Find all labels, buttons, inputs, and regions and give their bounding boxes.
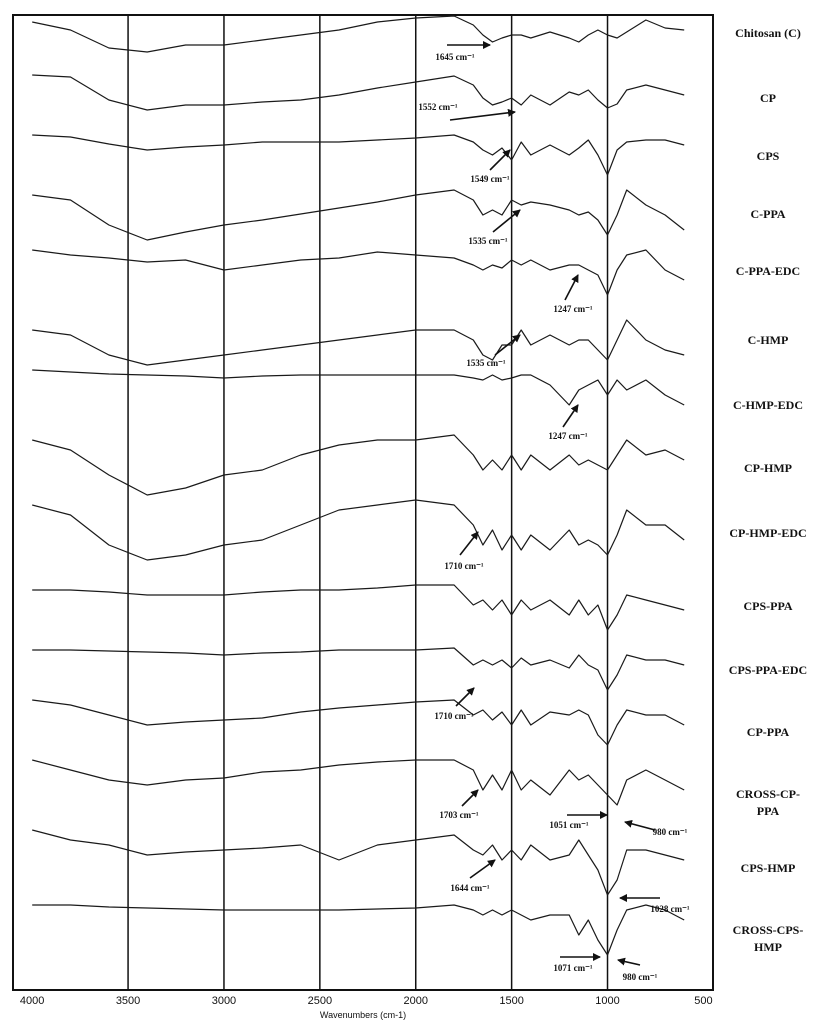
annotation: 1535 cm⁻¹	[466, 358, 505, 368]
legend-label: CPS-PPA-EDC	[728, 663, 808, 677]
annotation-arrow	[469, 859, 496, 879]
legend-label: Chitosan (C)	[735, 26, 801, 40]
annotation: 1051 cm⁻¹	[549, 820, 588, 830]
annotation: 1710 cm⁻¹	[434, 711, 473, 721]
legend-label: CP-HMP	[744, 461, 792, 475]
legend-label: CPS-PPA	[743, 599, 793, 613]
spectrum-line	[32, 434, 685, 496]
x-tick-label: 1500	[499, 995, 523, 1007]
annotation: 1028 cm⁻¹	[650, 904, 689, 914]
annotation-arrow	[617, 957, 641, 966]
annotation: 1645 cm⁻¹	[435, 52, 474, 62]
spectrum-line	[32, 499, 685, 561]
legend-label: CPS	[756, 149, 780, 163]
legend-label: C-PPA-EDC	[735, 264, 801, 278]
annotation-arrow	[449, 108, 516, 121]
annotation-arrow	[624, 819, 656, 831]
spectrum-line	[32, 699, 685, 746]
x-axis-label: Wavenumbers (cm-1)	[320, 1010, 406, 1020]
x-tick-label: 4000	[20, 995, 44, 1007]
legend-label: CROSS-CPS-HMP	[732, 923, 804, 954]
annotation-arrow	[562, 404, 579, 428]
legend-label: CPS-HMP	[740, 861, 796, 875]
spectrum-line	[32, 249, 685, 296]
annotation-arrow	[461, 789, 479, 807]
annotation: 980 cm⁻¹	[623, 972, 658, 982]
x-tick-label: 500	[694, 995, 712, 1007]
spectrum-line	[32, 584, 685, 631]
annotation: 1710 cm⁻¹	[444, 561, 483, 571]
spectrum-line	[32, 134, 685, 176]
legend-label: CP-HMP-EDC	[729, 526, 807, 540]
annotation: 1549 cm⁻¹	[470, 174, 509, 184]
annotation: 1247 cm⁻¹	[548, 431, 587, 441]
annotation: 1552 cm⁻¹	[418, 102, 457, 112]
legend-label: C-HMP	[747, 333, 789, 347]
x-tick-label: 3000	[212, 995, 236, 1007]
legend-label: C-PPA	[750, 207, 786, 221]
legend-label: C-HMP-EDC	[733, 398, 803, 412]
annotation-arrow	[489, 149, 511, 171]
spectrum-line	[32, 904, 685, 956]
spectrum-line	[32, 189, 685, 241]
annotation-arrow	[492, 209, 521, 233]
annotation: 1071 cm⁻¹	[553, 963, 592, 973]
annotation: 1703 cm⁻¹	[439, 810, 478, 820]
spectrum-line	[32, 15, 685, 53]
annotation-arrow	[494, 334, 521, 356]
legend-label: CP	[760, 91, 776, 105]
legend-label: CP-PPA	[746, 725, 790, 739]
annotation: 1535 cm⁻¹	[468, 236, 507, 246]
x-tick-label: 2500	[308, 995, 332, 1007]
legend-label: CROSS-CP-PPA	[735, 787, 800, 818]
spectrum-line	[32, 74, 685, 111]
plot-frame	[12, 14, 714, 991]
spectrum-line	[32, 647, 685, 691]
annotation: 1247 cm⁻¹	[553, 304, 592, 314]
spectrum-line	[32, 319, 685, 366]
annotation-arrow	[455, 687, 475, 707]
annotation-arrow	[459, 531, 479, 556]
spectrum-line	[32, 369, 685, 406]
annotation-arrow	[564, 274, 579, 301]
annotation: 1644 cm⁻¹	[450, 883, 489, 893]
spectrum-line	[32, 829, 685, 896]
x-tick-label: 1000	[595, 995, 619, 1007]
annotation: 980 cm⁻¹	[653, 827, 688, 837]
spectrum-line	[32, 759, 685, 806]
x-tick-label: 2000	[403, 995, 427, 1007]
x-tick-label: 3500	[116, 995, 140, 1007]
